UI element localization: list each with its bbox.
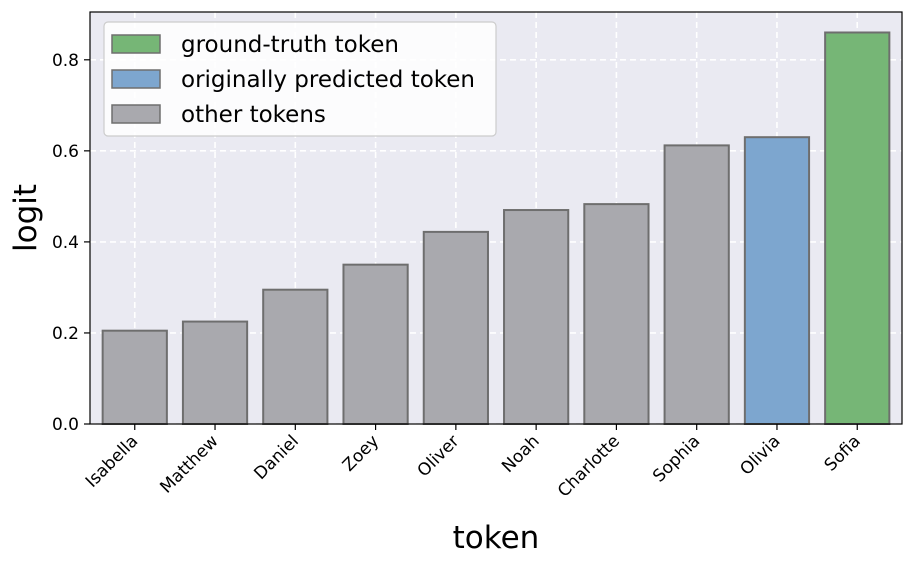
y-tick-label: 0.0 bbox=[52, 415, 79, 435]
x-tick-label: Charlotte bbox=[554, 431, 624, 501]
x-tick-label: Oliver bbox=[414, 431, 464, 481]
legend: ground-truth token originally predicted t… bbox=[103, 21, 497, 137]
bar-charlotte bbox=[583, 203, 650, 425]
x-tick-label: Sophia bbox=[649, 431, 704, 486]
legend-swatch-predicted bbox=[111, 69, 161, 89]
bar-sofia bbox=[824, 31, 891, 426]
x-tick-label: Olivia bbox=[736, 431, 784, 479]
x-axis-label: token bbox=[453, 520, 540, 556]
x-tick-label: Zoey bbox=[339, 431, 383, 475]
y-tick-label: 0.2 bbox=[52, 324, 79, 344]
bar-oliver bbox=[422, 230, 489, 425]
bar-daniel bbox=[262, 288, 329, 425]
bar-noah bbox=[503, 209, 570, 425]
y-tick-label: 0.8 bbox=[52, 51, 79, 71]
bar-sophia bbox=[663, 144, 730, 425]
y-tick-label: 0.4 bbox=[52, 233, 79, 253]
y-axis-label: logit bbox=[8, 184, 44, 252]
y-tick-label: 0.6 bbox=[52, 142, 79, 162]
x-tick-label: Isabella bbox=[82, 431, 142, 491]
legend-label-predicted: originally predicted token bbox=[181, 67, 475, 93]
bar-olivia bbox=[743, 136, 811, 426]
x-axis-ticks: Isabella Matthew Daniel Zoey Oliver Noah Charl… bbox=[82, 424, 865, 501]
bars bbox=[101, 31, 891, 426]
x-tick-label: Daniel bbox=[250, 431, 302, 483]
legend-label-truth: ground-truth token bbox=[181, 32, 399, 58]
legend-label-other: other tokens bbox=[181, 102, 326, 128]
x-tick-label: Matthew bbox=[156, 431, 222, 497]
bar-matthew bbox=[181, 320, 249, 425]
x-tick-label: Sofia bbox=[821, 431, 865, 475]
x-tick-label: Noah bbox=[498, 431, 543, 476]
plot-frame bbox=[89, 11, 903, 425]
y-axis-ticks: 0.0 0.2 0.4 0.6 0.8 bbox=[52, 51, 90, 435]
legend-swatch-other bbox=[111, 104, 161, 124]
bar-zoey bbox=[342, 263, 409, 426]
legend-box bbox=[103, 21, 497, 137]
bar-isabella bbox=[101, 329, 168, 426]
legend-swatch-truth bbox=[111, 34, 161, 54]
